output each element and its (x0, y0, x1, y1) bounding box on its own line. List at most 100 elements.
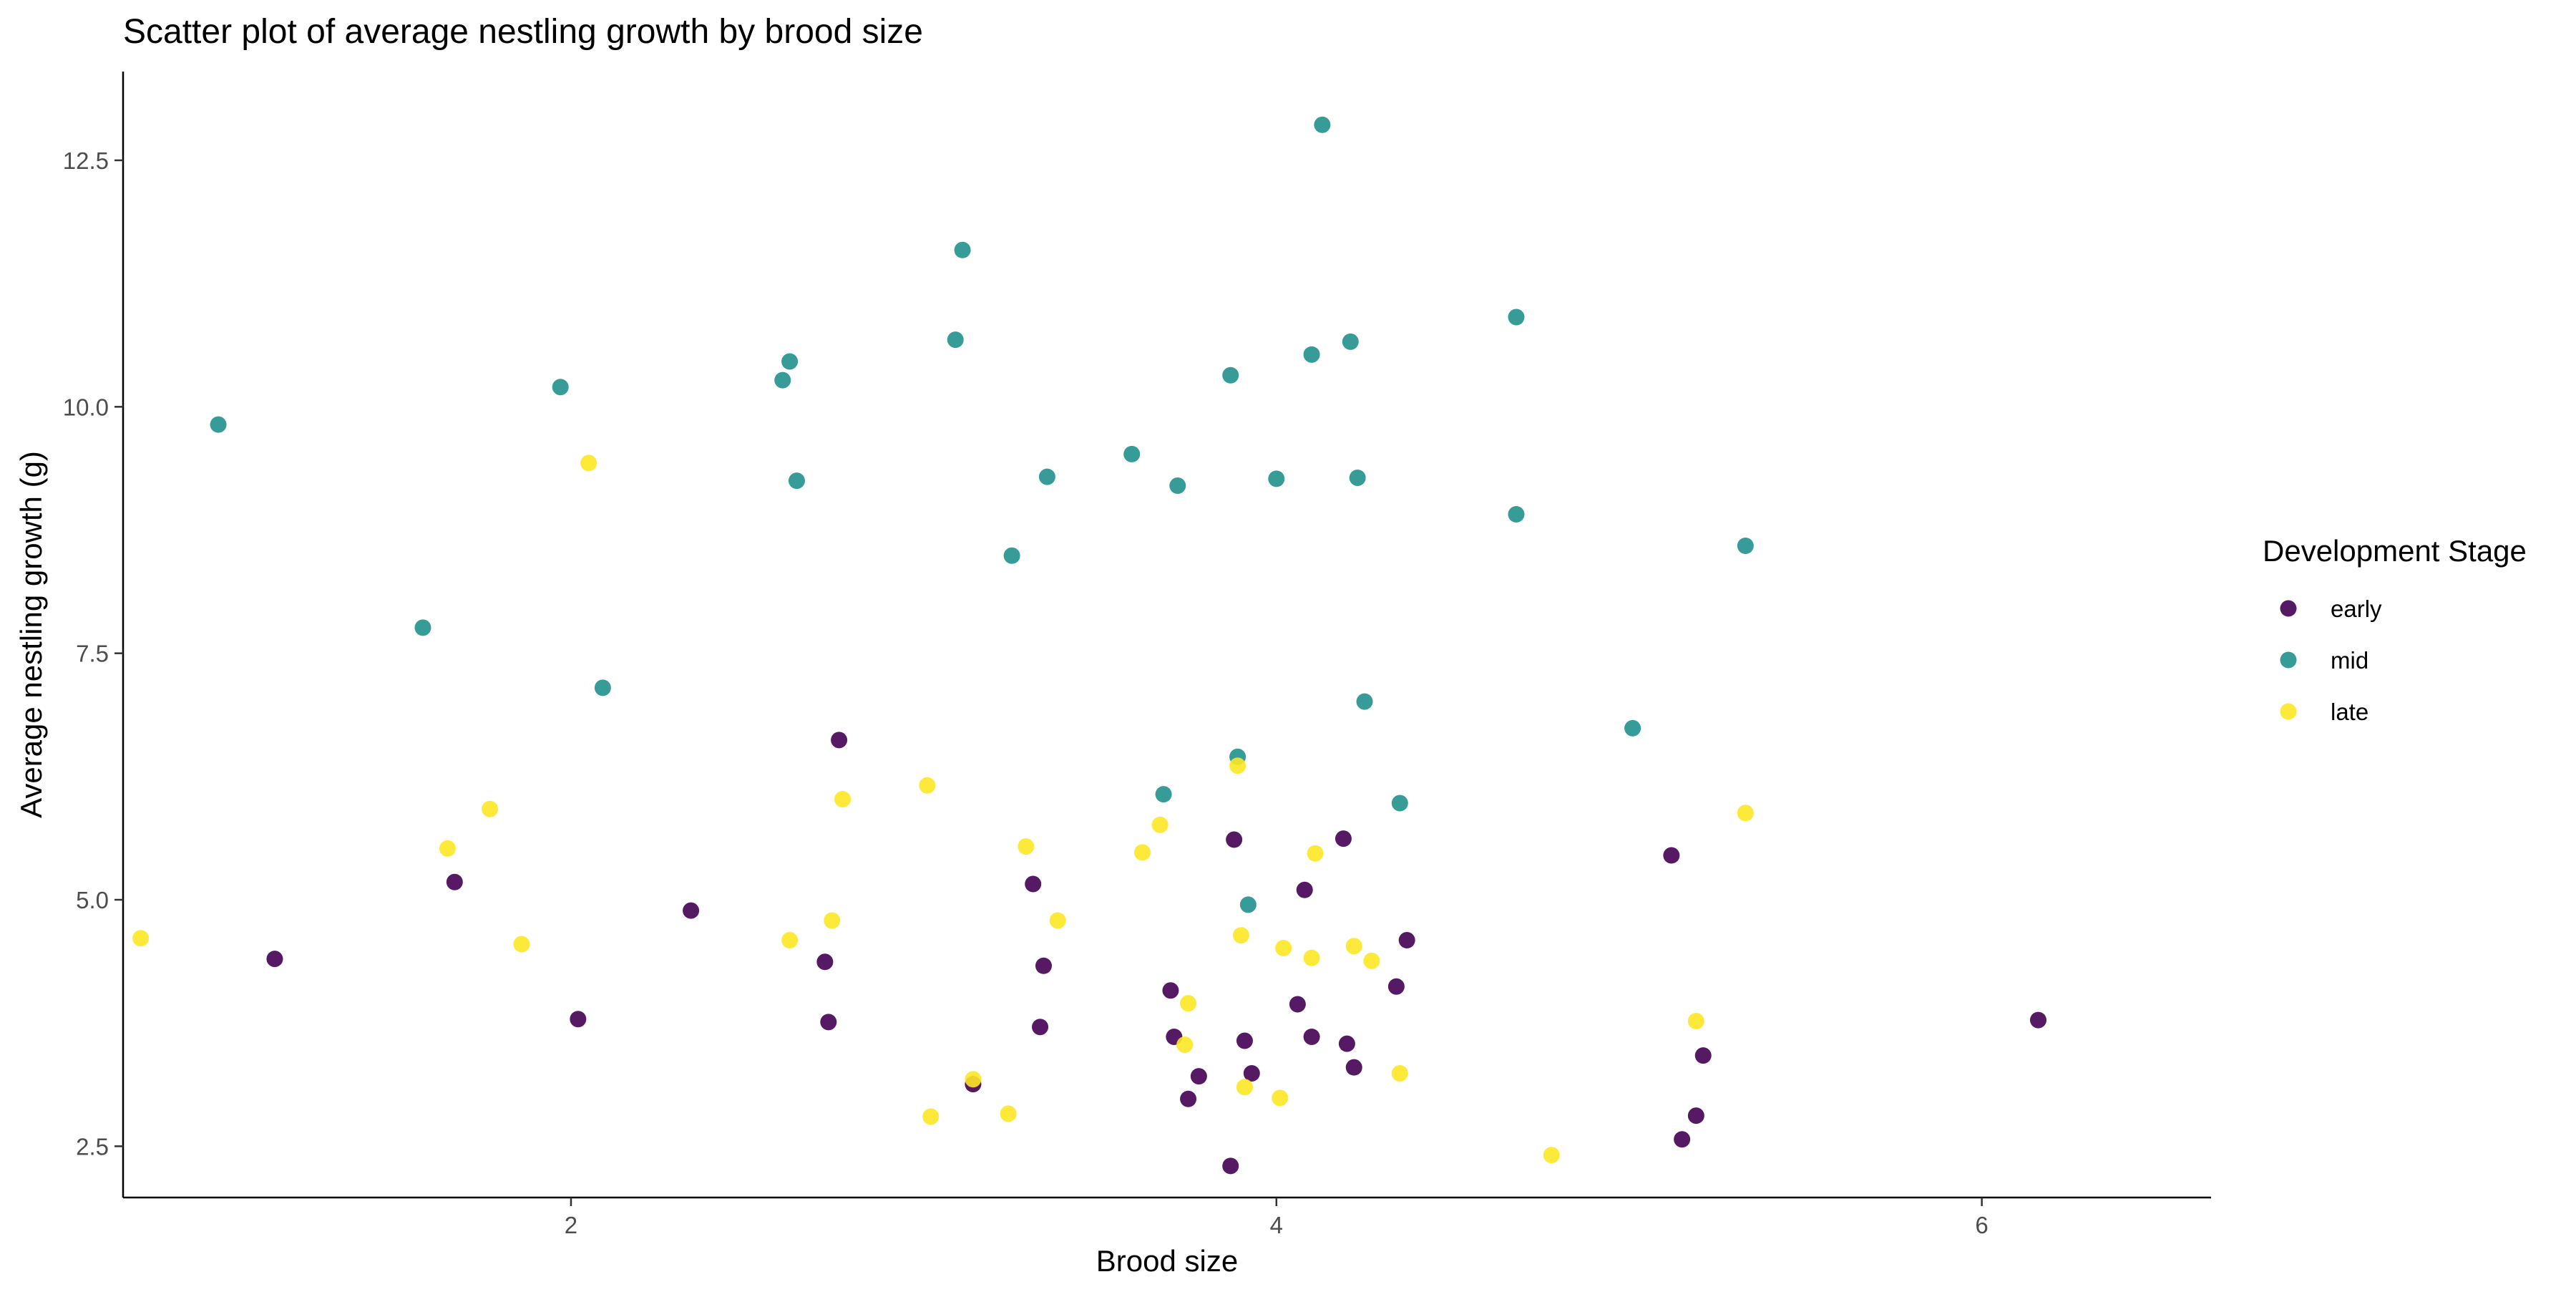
legend-title: Development Stage (2263, 534, 2527, 568)
data-point-early (1032, 1019, 1049, 1036)
data-point-early (1398, 931, 1415, 948)
data-point-late (1543, 1147, 1560, 1164)
data-point-mid (1268, 470, 1285, 487)
data-point-late (1303, 949, 1320, 966)
data-point-early (2029, 1011, 2046, 1029)
y-tick-label: 2.5 (76, 1133, 109, 1160)
data-point-mid (1508, 505, 1525, 523)
data-point-mid (1508, 309, 1525, 326)
series-mid (210, 116, 1754, 913)
legend-label-late: late (2331, 699, 2368, 725)
plot-area (132, 116, 2046, 1175)
data-point-mid (1349, 469, 1366, 486)
data-point-late (132, 930, 150, 947)
data-point-mid (414, 619, 431, 636)
data-point-early (683, 902, 700, 919)
y-tick-label: 5.0 (76, 887, 109, 913)
data-point-early (831, 732, 848, 749)
data-point-mid (210, 416, 227, 433)
legend-entries: early mid late (2280, 596, 2382, 725)
data-point-late (1176, 1036, 1194, 1054)
data-point-late (1363, 952, 1380, 969)
data-point-early (1335, 830, 1352, 847)
y-tick-label: 7.5 (76, 641, 109, 667)
data-point-late (482, 800, 499, 817)
data-point-mid (1038, 468, 1055, 485)
data-point-early (1243, 1064, 1260, 1082)
data-point-mid (1737, 538, 1754, 555)
legend-entry-late: late (2280, 699, 2368, 725)
legend-label-early: early (2331, 596, 2382, 622)
data-point-mid (788, 472, 805, 490)
data-point-mid (774, 371, 791, 389)
data-point-late (1275, 940, 1292, 957)
data-point-early (1289, 996, 1306, 1013)
data-point-late (1272, 1089, 1289, 1107)
legend-key-mid (2280, 651, 2297, 669)
data-point-early (446, 873, 463, 890)
data-point-late (580, 455, 597, 472)
x-tick-label: 2 (565, 1212, 577, 1238)
data-point-mid (1169, 477, 1186, 495)
y-tick-label: 12.5 (63, 147, 109, 174)
data-point-mid (1239, 896, 1257, 913)
legend: Development Stage early mid late (2263, 534, 2527, 725)
data-point-late (1229, 757, 1246, 774)
data-point-early (1296, 881, 1313, 898)
data-point-late (919, 777, 936, 794)
data-point-late (439, 840, 456, 857)
data-point-early (1035, 957, 1052, 974)
data-point-late (965, 1071, 982, 1088)
data-point-late (1737, 805, 1754, 822)
x-axis-title: Brood size (1096, 1244, 1238, 1278)
chart-title: Scatter plot of average nestling growth … (123, 13, 923, 51)
data-point-early (1236, 1032, 1253, 1049)
x-tick-label: 6 (1975, 1212, 1988, 1238)
data-point-late (1049, 912, 1066, 929)
data-point-early (1190, 1068, 1207, 1085)
data-point-early (1025, 875, 1042, 893)
data-point-early (1162, 982, 1179, 999)
data-point-late (1345, 938, 1362, 955)
legend-key-late (2280, 703, 2297, 720)
data-point-mid (1356, 693, 1373, 710)
data-point-mid (1314, 116, 1331, 133)
data-point-early (1303, 1028, 1320, 1045)
data-point-late (1391, 1064, 1408, 1082)
data-point-late (1018, 838, 1035, 855)
series-late (132, 455, 1754, 1164)
data-point-late (1180, 995, 1197, 1012)
y-axis-title: Average nestling growth (g) (14, 451, 48, 818)
data-point-late (834, 791, 852, 808)
data-point-late (1236, 1079, 1253, 1096)
data-point-late (1000, 1105, 1017, 1122)
data-point-late (922, 1108, 940, 1125)
data-point-mid (947, 331, 964, 349)
data-point-late (1151, 816, 1169, 833)
data-point-early (1687, 1107, 1704, 1125)
data-point-early (1674, 1131, 1691, 1148)
legend-label-mid: mid (2331, 647, 2368, 674)
data-point-early (266, 951, 283, 968)
data-point-mid (781, 353, 799, 370)
data-point-mid (1303, 346, 1320, 363)
data-point-early (820, 1014, 837, 1031)
data-point-mid (1342, 333, 1359, 350)
y-axis-ticks: 2.5 5.0 7.5 10.0 12.5 (63, 147, 123, 1160)
data-point-early (816, 953, 834, 971)
data-point-early (1226, 831, 1243, 848)
data-point-early (570, 1011, 587, 1028)
data-point-early (1387, 978, 1405, 995)
x-tick-label: 4 (1270, 1212, 1283, 1238)
data-point-early (1345, 1059, 1362, 1076)
data-point-early (1338, 1035, 1355, 1052)
data-point-mid (552, 379, 569, 396)
data-point-late (824, 912, 841, 929)
x-axis-ticks: 2 4 6 (565, 1198, 1989, 1238)
data-point-mid (1003, 547, 1020, 564)
data-point-early (1180, 1090, 1197, 1107)
data-point-early (1222, 1157, 1239, 1175)
data-point-mid (594, 679, 611, 696)
